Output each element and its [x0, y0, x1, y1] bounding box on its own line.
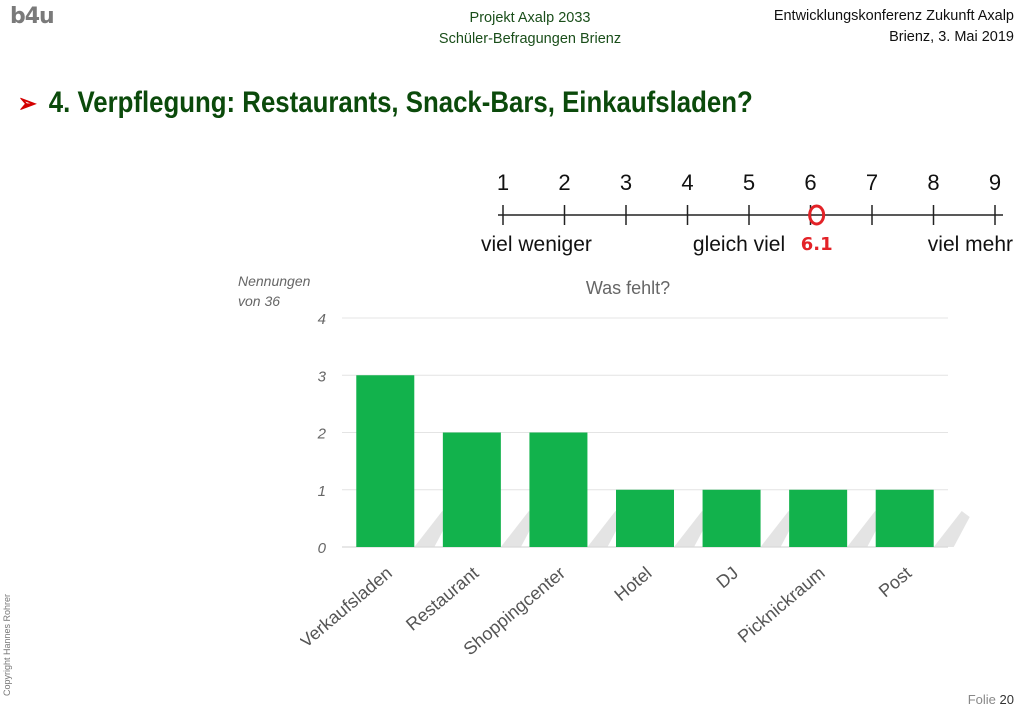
x-category-label: Hotel — [611, 563, 656, 605]
scale-tick-label: 2 — [558, 170, 570, 195]
scale-tick-label: 4 — [681, 170, 693, 195]
bar — [356, 375, 415, 547]
bar-shadow — [674, 511, 711, 547]
header-event-line1: Entwicklungskonferenz Zukunft Axalp — [773, 8, 1014, 24]
x-category-label: Restaurant — [402, 563, 482, 635]
y-tick-label: 1 — [318, 483, 326, 500]
y-tick-label: 2 — [317, 426, 327, 443]
y-axis-caption-line1: Nennungen — [238, 273, 311, 289]
x-category-label: DJ — [712, 563, 742, 592]
scale-label-mid: gleich viel — [693, 233, 785, 256]
bar — [702, 489, 761, 547]
chart-title: Was fehlt? — [586, 278, 670, 298]
scale-tick-label: 7 — [866, 170, 878, 195]
x-category-label: Post — [875, 563, 915, 601]
y-tick-label: 3 — [318, 368, 327, 385]
bar-shadow — [500, 511, 537, 547]
x-category-label: Picknickraum — [734, 563, 829, 647]
bar — [615, 489, 675, 547]
bar-shadow — [847, 511, 884, 547]
scale-label-high: viel mehr — [928, 233, 1013, 256]
header-project: Projekt Axalp 2033 Schüler-Befragungen B… — [380, 8, 680, 50]
y-axis-caption-line2: von 36 — [238, 293, 281, 309]
y-tick-label: 0 — [318, 540, 327, 557]
scale-marker-label: 6.1 — [801, 234, 833, 255]
bar-shadow — [933, 511, 970, 547]
scale-marker — [808, 204, 826, 226]
bar — [789, 489, 848, 547]
slide-title: ➢ 4. Verpflegung: Restaurants, Snack-Bars… — [18, 86, 753, 120]
slide-title-text: 4. Verpflegung: Restaurants, Snack-Bars,… — [48, 86, 753, 119]
rating-scale: 1 2 3 4 5 6 7 8 9 viel weniger gleich viel viel meh… — [481, 170, 1013, 256]
scale-tick-label: 9 — [989, 170, 1001, 195]
b4u-logo: b4u — [10, 4, 55, 29]
copyright-note: Copyright Hannes Rohrer — [2, 593, 13, 697]
scale-tick-label: 5 — [743, 170, 755, 195]
bar — [442, 432, 501, 547]
y-tick-label: 4 — [318, 311, 326, 328]
slide-number-label: Folie — [967, 692, 996, 707]
slide-number: Folie 20 — [968, 692, 1014, 707]
scale-tick-label: 8 — [927, 170, 939, 195]
bar-shadow — [760, 511, 797, 547]
slide-number-value: 20 — [999, 692, 1014, 707]
header-event-line2: Brienz, 3. Mai 2019 — [889, 29, 1014, 45]
header-project-line1: Projekt Axalp 2033 — [469, 10, 591, 26]
scale-tick-label: 1 — [497, 170, 509, 195]
header-project-line2: Schüler-Befragungen Brienz — [438, 31, 622, 47]
x-category-label: Verkaufsladen — [300, 563, 396, 652]
header-event: Entwicklungskonferenz Zukunft Axalp Brie… — [774, 6, 1014, 48]
scale-label-low: viel weniger — [481, 233, 592, 256]
bar — [529, 432, 588, 547]
scale-tick-label: 3 — [620, 170, 632, 195]
bar — [875, 489, 934, 547]
bar-shadow — [414, 511, 451, 547]
bar-shadow — [587, 511, 624, 547]
bullet-arrow-icon: ➢ — [18, 88, 37, 118]
y-axis-caption: Nennungen von 36 — [238, 271, 310, 311]
scale-tick-label: 6 — [804, 170, 816, 195]
